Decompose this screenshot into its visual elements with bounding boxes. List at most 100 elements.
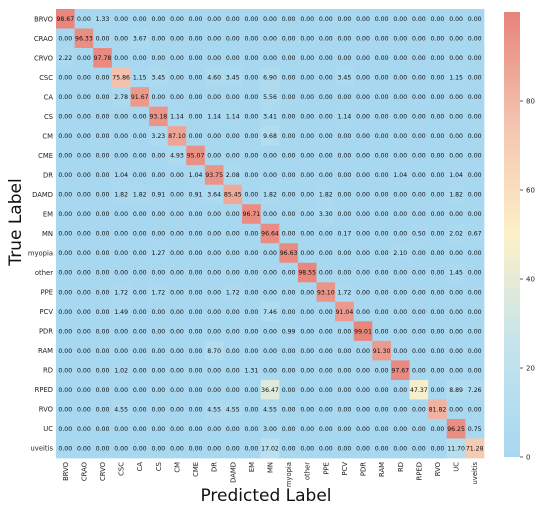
- heatmap-cell: [409, 379, 429, 400]
- heatmap-cell: [74, 87, 94, 108]
- cell-value-label: 0.00: [170, 367, 184, 374]
- cell-value-label: 0.00: [356, 172, 370, 179]
- heatmap-cell: [149, 418, 169, 439]
- cell-value-label: 0.00: [58, 367, 72, 374]
- heatmap-cell: [204, 418, 224, 439]
- heatmap-cell: [56, 184, 76, 205]
- cell-value-label: 0.00: [319, 406, 333, 413]
- cell-value-label: 0.00: [319, 309, 333, 316]
- cell-value-label: 0.00: [468, 367, 482, 374]
- heatmap-cell: [260, 418, 280, 439]
- heatmap-cell: [56, 340, 76, 361]
- heatmap-cell: [428, 243, 448, 264]
- cell-value-label: 0.00: [58, 211, 72, 218]
- cell-value-label: 0.00: [356, 55, 370, 62]
- heatmap-cell: [428, 321, 448, 342]
- heatmap-cell: [297, 87, 317, 108]
- cell-value-label: 0.00: [245, 153, 259, 160]
- cell-value-label: 0.00: [468, 250, 482, 257]
- heatmap-cell: [353, 106, 373, 127]
- heatmap-cell: [260, 145, 280, 166]
- heatmap-cell: [74, 106, 94, 127]
- heatmap-cell: [204, 262, 224, 283]
- cell-value-label: 0.00: [468, 35, 482, 42]
- heatmap-cell: [93, 106, 113, 127]
- x-tick-labels: BRVO CRAO CRVO CSC CA CS CM CME DR DAMD EM MN myopia…: [62, 462, 479, 488]
- heatmap-cell: [409, 301, 429, 322]
- heatmap-cell: [56, 399, 76, 420]
- cell-value-label: 0.00: [356, 211, 370, 218]
- x-tick-label: UC: [453, 462, 461, 472]
- heatmap-cell: [372, 28, 392, 49]
- cell-value-label: 0.00: [412, 211, 426, 218]
- heatmap-cell: [260, 438, 280, 459]
- cell-value-label: 0.00: [319, 94, 333, 101]
- cell-value-label: 0.00: [189, 75, 203, 82]
- cell-value-label: 0.00: [282, 55, 296, 62]
- heatmap-cell: [335, 48, 355, 68]
- heatmap-cell: [372, 223, 392, 244]
- cell-value-label: 96.63: [280, 250, 298, 257]
- cell-value-label: 0.00: [58, 114, 72, 121]
- cell-value-label: 0.00: [319, 153, 333, 160]
- cell-value-label: 0.00: [189, 270, 203, 277]
- colorbar-tick-label: 0: [526, 454, 530, 462]
- cell-value-label: 0.50: [412, 231, 426, 238]
- cell-value-label: 3.23: [151, 133, 165, 140]
- heatmap-cell: [297, 223, 317, 244]
- cell-value-label: 87.10: [168, 133, 186, 140]
- heatmap-cell: [130, 87, 150, 108]
- heatmap-cell: [353, 243, 373, 264]
- cell-value-label: 0.00: [393, 289, 407, 296]
- cell-value-label: 0.00: [412, 309, 426, 316]
- heatmap-cell: [111, 48, 131, 68]
- cell-value-label: 7.26: [468, 387, 482, 394]
- cell-value-label: 0.00: [170, 387, 184, 394]
- heatmap-cell: [409, 145, 429, 166]
- heatmap-cell: [297, 67, 317, 88]
- heatmap-cell: [409, 223, 429, 244]
- heatmap-cell: [74, 321, 94, 342]
- cell-value-label: 0.00: [151, 367, 165, 374]
- cell-value-label: 0.00: [77, 387, 91, 394]
- heatmap-cell: [204, 145, 224, 166]
- heatmap-cell: [56, 301, 76, 322]
- cell-value-label: 0.00: [356, 16, 370, 23]
- cell-value-label: 2.10: [393, 250, 407, 257]
- cell-value-label: 0.00: [226, 16, 240, 23]
- cell-value-label: 0.00: [356, 426, 370, 433]
- heatmap-cell: [204, 184, 224, 205]
- heatmap-cell-labels: 98.67 0.00 1.33 0.00 0.00 0.00 0.00 0.00 0.00 0.0…: [56, 16, 483, 452]
- heatmap-cell: [446, 145, 466, 166]
- cell-value-label: 0.00: [412, 250, 426, 257]
- cell-value-label: 0.00: [468, 94, 482, 101]
- heatmap-cell: [297, 301, 317, 322]
- heatmap-cell: [279, 262, 299, 283]
- heatmap-cell: [93, 184, 113, 205]
- x-tick-label: PPE: [322, 462, 330, 475]
- heatmap-cell: [223, 262, 243, 283]
- cell-value-label: 0.00: [412, 94, 426, 101]
- heatmap-cell: [111, 145, 131, 166]
- heatmap-cell: [130, 282, 150, 303]
- cell-value-label: 8.70: [207, 348, 221, 355]
- heatmap-cell: [186, 48, 206, 68]
- heatmap-cell: [56, 204, 76, 225]
- cell-value-label: 1.82: [263, 192, 277, 199]
- cell-value-label: 0.00: [96, 211, 110, 218]
- heatmap-cell: [56, 360, 76, 381]
- heatmap-cell: [56, 165, 76, 186]
- heatmap-cell: [242, 28, 262, 49]
- cell-value-label: 0.00: [114, 35, 128, 42]
- cell-value-label: 0.00: [96, 348, 110, 355]
- heatmap-cell: [186, 126, 206, 147]
- x-tick-label: CRAO: [80, 462, 88, 481]
- heatmap-cell: [390, 28, 410, 49]
- heatmap-cell: [111, 360, 131, 381]
- cell-value-label: 0.00: [319, 250, 333, 257]
- heatmap-cell: [242, 204, 262, 225]
- heatmap-cell: [372, 282, 392, 303]
- cell-value-label: 0.00: [468, 289, 482, 296]
- cell-value-label: 0.00: [375, 133, 389, 140]
- cell-value-label: 0.00: [338, 426, 352, 433]
